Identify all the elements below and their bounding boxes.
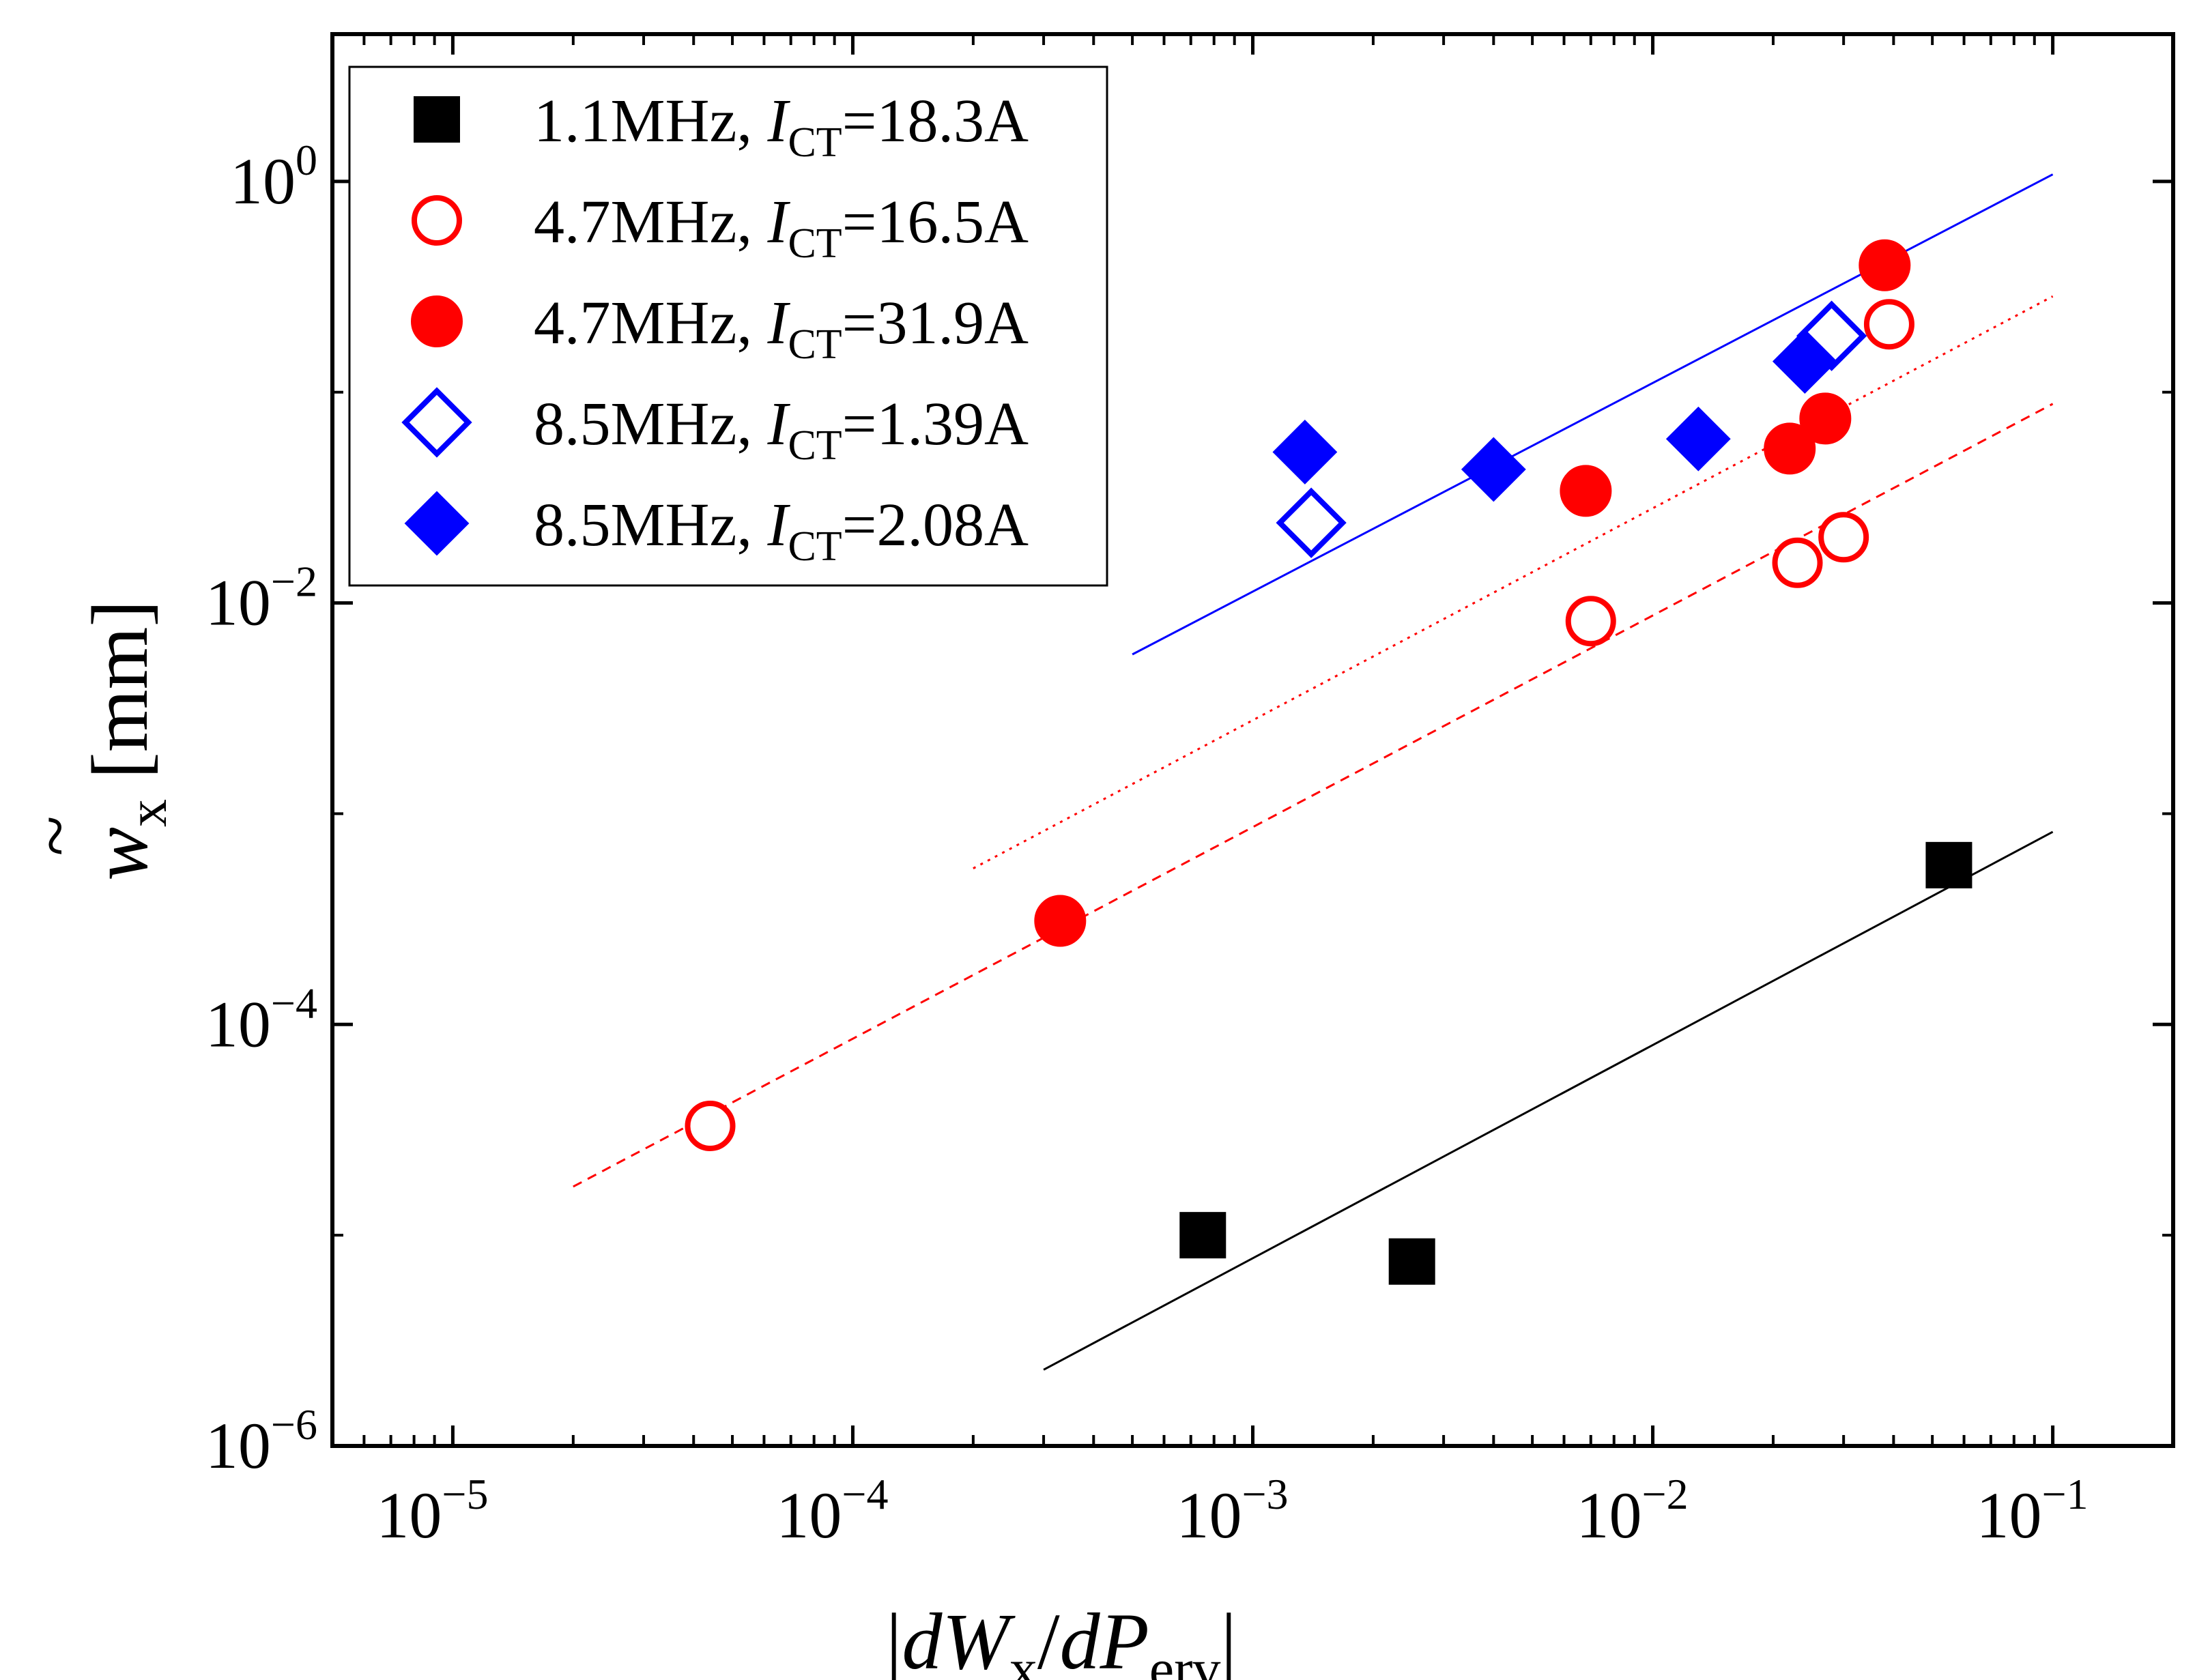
data-point-diamond-filled [1772, 329, 1837, 394]
legend-item: 8.5MHz, ICT=2.08A [404, 491, 1029, 570]
data-point-circle-open [685, 1101, 736, 1152]
data-point-circle-filled [1764, 422, 1816, 475]
legend-marker-diamond-filled [404, 491, 470, 556]
data-point-square-filled [1388, 1238, 1435, 1285]
plot-frame [330, 32, 2175, 1448]
legend-label: 8.5MHz, ICT=1.39A [534, 390, 1029, 469]
y-tick-label: 10−6 [205, 1400, 317, 1482]
x-tick-label: 10−4 [776, 1470, 888, 1552]
data-point-square-filled [1925, 841, 1972, 888]
data-point-circle-open [1565, 596, 1616, 647]
legend-item: 8.5MHz, ICT=1.39A [401, 387, 1029, 469]
data-point-circle-filled [1034, 895, 1087, 947]
y-tick-label: 100 [230, 136, 317, 218]
x-tick-label: 10−1 [1977, 1470, 2089, 1552]
legend: 1.1MHz, ICT=18.3A 4.7MHz, ICT=16.5A 4.7MHz… [348, 66, 1108, 587]
legend-label: 4.7MHz, ICT=16.5A [534, 188, 1029, 267]
fit-line-dashed [573, 403, 2054, 1188]
y-axis-label: wx [mm] ~ [13, 600, 178, 880]
legend-label: 1.1MHz, ICT=18.3A [534, 87, 1029, 166]
legend-label: 8.5MHz, ICT=2.08A [534, 491, 1029, 570]
data-points [685, 239, 1972, 1285]
legend-item: 4.7MHz, ICT=16.5A [412, 188, 1029, 267]
legend-marker-circle-open [412, 195, 462, 246]
data-point-circle-filled [1859, 239, 1911, 291]
legend-item: 1.1MHz, ICT=18.3A [414, 87, 1029, 166]
data-point-circle-open [1818, 512, 1869, 563]
data-point-diamond-filled [1272, 420, 1338, 484]
legend-label: 4.7MHz, ICT=31.9A [534, 289, 1029, 368]
data-point-circle-open [1863, 299, 1914, 350]
data-point-diamond-filled [1461, 437, 1526, 502]
x-tick-label: 10−5 [376, 1470, 488, 1552]
data-point-diamond-filled [1665, 406, 1731, 472]
data-point-circle-open [1772, 537, 1823, 588]
legend-marker-square-filled [414, 96, 460, 143]
x-tick-label: 10−3 [1176, 1470, 1288, 1552]
x-tick-label: 10−2 [1576, 1470, 1688, 1552]
legend-item: 4.7MHz, ICT=31.9A [411, 289, 1029, 368]
x-axis-label: |dWx/dPerv| [886, 1597, 1237, 1680]
legend-box [348, 66, 1108, 587]
data-point-circle-filled [1560, 465, 1612, 517]
fit-line-dotted [973, 295, 2054, 869]
data-point-circle-filled [1799, 392, 1852, 445]
svg-text:wx [mm]: wx [mm] [75, 600, 178, 880]
data-point-diamond-open [1276, 487, 1347, 558]
y-axis-label-tilde: ~ [13, 815, 96, 856]
data-point-square-filled [1179, 1212, 1226, 1259]
legend-marker-diamond-open [401, 387, 472, 458]
y-tick-labels: 10−6 10−4 10−2 100 [205, 136, 317, 1482]
x-tick-labels: 10−5 10−4 10−3 10−2 10−1 [376, 1470, 2088, 1552]
fit-line-solid [1043, 830, 2054, 1371]
legend-marker-circle-filled [411, 295, 463, 347]
y-tick-label: 10−4 [205, 979, 317, 1060]
y-tick-label: 10−2 [205, 557, 317, 639]
fit-line-solid [1132, 173, 2054, 656]
